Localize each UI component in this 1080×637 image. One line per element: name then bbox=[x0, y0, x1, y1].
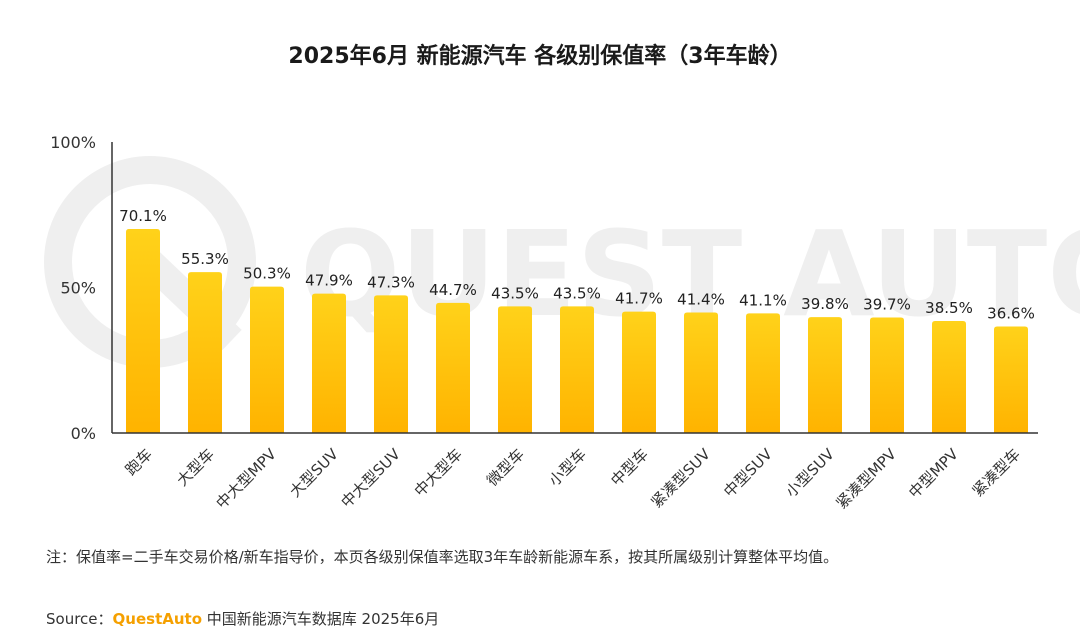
x-tick-label: 紧凑型SUV bbox=[648, 445, 715, 512]
x-tick-label: 紧凑型MPV bbox=[832, 445, 900, 513]
bar bbox=[932, 320, 966, 433]
bar bbox=[250, 286, 284, 433]
bar bbox=[126, 229, 160, 433]
x-tick-label: 紧凑型车 bbox=[969, 445, 1024, 500]
value-label: 38.5% bbox=[925, 299, 973, 317]
x-tick-label: 中型SUV bbox=[720, 445, 776, 501]
y-axis-ticks: 0% 50% 100% bbox=[50, 133, 96, 443]
value-label: 55.3% bbox=[181, 250, 229, 268]
bar bbox=[808, 317, 842, 433]
bar bbox=[498, 306, 532, 433]
chart-title: 2025年6月 新能源汽车 各级别保值率（3年车龄） bbox=[288, 44, 792, 69]
x-tick-label: 中型MPV bbox=[905, 445, 962, 502]
value-label: 36.6% bbox=[987, 304, 1035, 322]
value-label: 41.7% bbox=[615, 290, 663, 308]
value-label: 44.7% bbox=[429, 281, 477, 299]
x-tick-label: 微型车 bbox=[483, 445, 528, 490]
x-tick-label: 中大型MPV bbox=[212, 445, 280, 513]
value-label: 41.1% bbox=[739, 291, 787, 309]
bar bbox=[870, 317, 904, 433]
bar bbox=[622, 311, 656, 433]
bar bbox=[560, 306, 594, 433]
y-tick-label: 100% bbox=[50, 133, 96, 152]
value-label: 43.5% bbox=[553, 284, 601, 302]
bar bbox=[436, 302, 470, 433]
source-brand: QuestAuto bbox=[112, 610, 202, 628]
x-tick-label: 小型车 bbox=[545, 445, 590, 490]
value-label: 47.9% bbox=[305, 272, 353, 290]
value-labels: 70.1% 55.3% 50.3% 47.9% 47.3% 44.7% 43.5% 43.5%… bbox=[119, 207, 1035, 322]
bar bbox=[312, 293, 346, 433]
source-prefix: Source： bbox=[46, 610, 113, 628]
value-label: 39.8% bbox=[801, 295, 849, 313]
bar bbox=[374, 295, 408, 433]
bars bbox=[126, 229, 1028, 433]
y-tick-label: 50% bbox=[60, 279, 96, 298]
x-tick-label: 小型SUV bbox=[782, 445, 838, 501]
x-tick-label: 大型SUV bbox=[286, 445, 342, 501]
source-text: 中国新能源汽车数据库 2025年6月 bbox=[202, 610, 440, 628]
footnote: 注：保值率=二手车交易价格/新车指导价，本页各级别保值率选取3年车龄新能源车系，… bbox=[46, 548, 839, 566]
x-tick-label: 中大型SUV bbox=[338, 445, 405, 512]
value-label: 39.7% bbox=[863, 295, 911, 313]
value-label: 70.1% bbox=[119, 207, 167, 225]
x-tick-label: 跑车 bbox=[122, 445, 156, 479]
y-tick-label: 0% bbox=[71, 424, 96, 443]
bar bbox=[188, 272, 222, 433]
x-tick-label: 中型车 bbox=[607, 445, 652, 490]
x-tick-label: 中大型车 bbox=[411, 445, 466, 500]
value-label: 47.3% bbox=[367, 273, 415, 291]
bar bbox=[746, 313, 780, 433]
source-line: Source：QuestAuto 中国新能源汽车数据库 2025年6月 bbox=[46, 608, 439, 629]
bar bbox=[684, 312, 718, 433]
x-tick-label: 大型车 bbox=[173, 445, 218, 490]
value-label: 41.4% bbox=[677, 291, 725, 309]
value-label: 43.5% bbox=[491, 284, 539, 302]
bar bbox=[994, 326, 1028, 433]
value-label: 50.3% bbox=[243, 265, 291, 283]
